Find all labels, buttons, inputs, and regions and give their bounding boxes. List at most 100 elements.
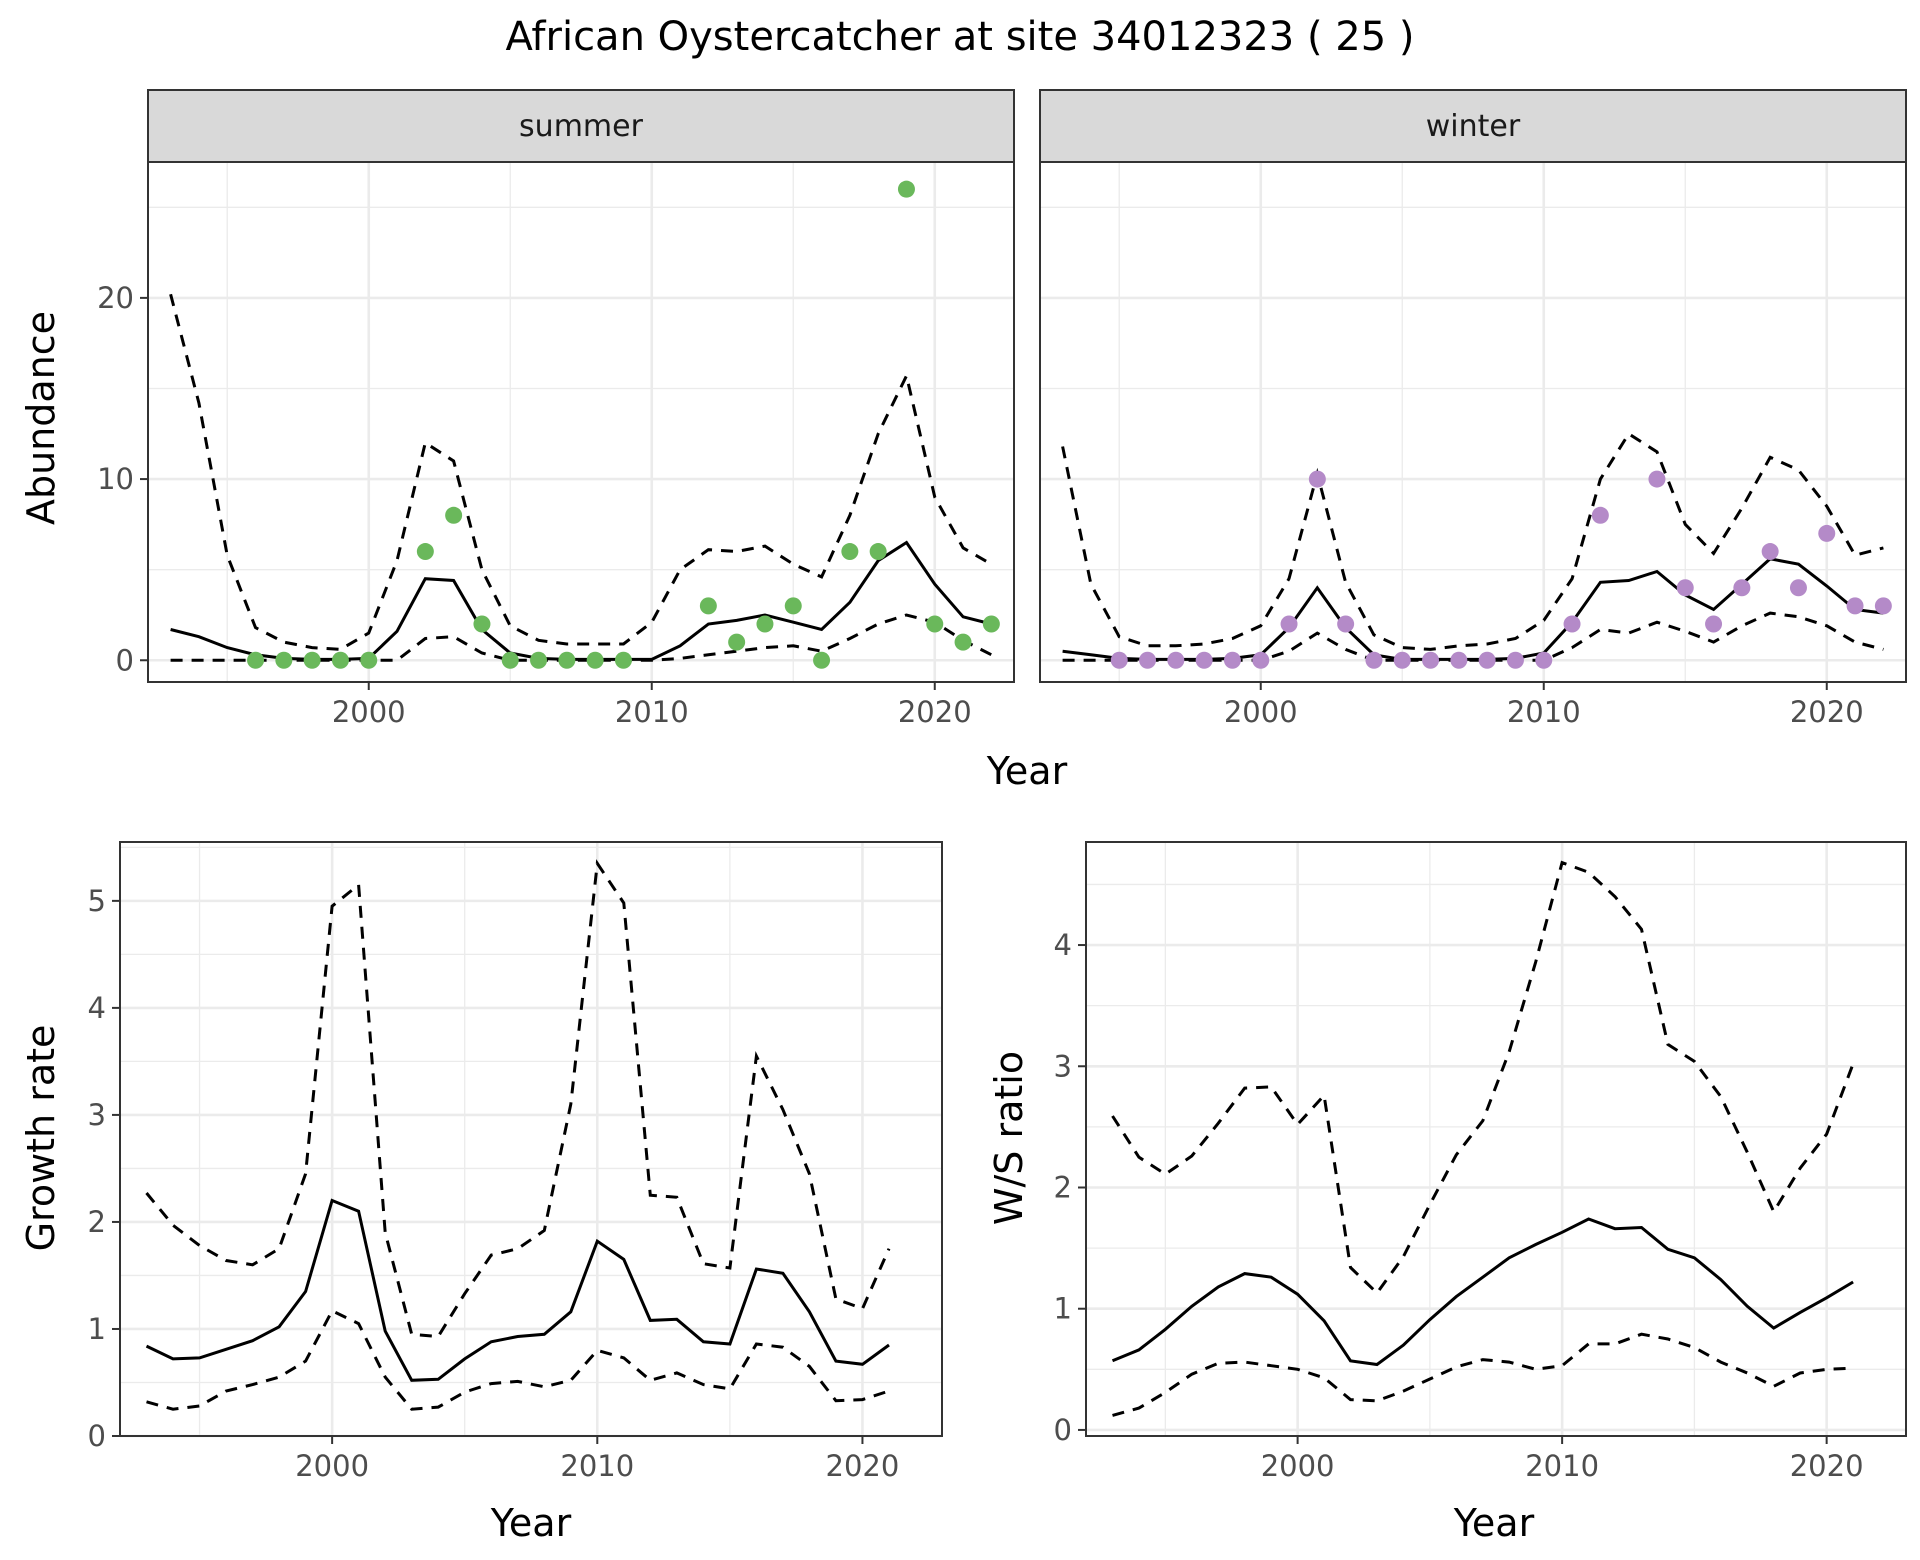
growth-upper-bound-line <box>145 859 891 1339</box>
summer-point <box>841 543 859 561</box>
growth-x-tick-label: 2020 <box>826 1449 900 1483</box>
growth-y-tick-label: 4 <box>88 991 106 1025</box>
summer-upper-bound-line <box>169 293 993 651</box>
summer-strip-label: summer <box>519 109 644 144</box>
winter-point <box>1280 615 1298 633</box>
summer-point <box>869 543 887 561</box>
ws-ratio-y-tick-label: 1 <box>1054 1292 1072 1326</box>
summer-point <box>501 651 519 669</box>
ws-ratio-x-tick-label: 2010 <box>1525 1449 1599 1483</box>
winter-point <box>1705 615 1723 633</box>
ws-ratio-x-tick-label: 2000 <box>1261 1449 1335 1483</box>
summer-point <box>275 651 293 669</box>
abundance-x-axis-label: Year <box>986 749 1068 793</box>
ws-ratio-x-tick-label: 2020 <box>1790 1449 1864 1483</box>
growth-x-tick-label: 2010 <box>560 1449 634 1483</box>
ws-ratio-panel: 0 1 2 3 4 2000 2010 2020 W/S ratio Year <box>987 841 1907 1545</box>
summer-point <box>303 651 321 669</box>
winter-point <box>1676 579 1694 597</box>
ws-ratio-upper-bound-line <box>1111 860 1855 1296</box>
winter-point <box>1195 651 1213 669</box>
ws-ratio-y-tick-label: 2 <box>1054 1170 1072 1204</box>
summer-x-tick-label: 2020 <box>898 695 972 729</box>
figure-title: African Oystercatcher at site 34012323 (… <box>505 14 1414 60</box>
winter-point <box>1308 470 1326 488</box>
growth-x-axis-label: Year <box>490 1501 572 1545</box>
winter-point <box>1365 651 1383 669</box>
winter-strip-label: winter <box>1426 109 1521 144</box>
growth-y-tick-label: 0 <box>88 1419 106 1453</box>
growth-mean-line <box>145 1198 890 1382</box>
ws-ratio-x-axis-label: Year <box>1453 1501 1535 1545</box>
summer-plot-area: 0 10 20 2000 2010 2020 <box>97 161 1015 729</box>
summer-point <box>586 651 604 669</box>
ws-ratio-y-tick-label: 3 <box>1054 1049 1072 1083</box>
summer-point <box>897 180 915 198</box>
winter-point <box>1393 651 1411 669</box>
growth-y-tick-label: 2 <box>88 1205 106 1239</box>
summer-strip <box>147 89 1015 163</box>
winter-point <box>1223 651 1241 669</box>
summer-y-tick-label: 0 <box>116 643 134 677</box>
ws-ratio-y-axis-label: W/S ratio <box>987 1051 1031 1225</box>
summer-point <box>530 651 548 669</box>
summer-point <box>784 597 802 615</box>
winter-point <box>1874 597 1892 615</box>
ws-ratio-plot-area: 0 1 2 3 4 2000 2010 2020 <box>1054 841 1907 1483</box>
growth-y-tick-label: 1 <box>88 1312 106 1346</box>
growth-panel: 0 1 2 3 4 5 2000 2010 2020 Growth rate Year <box>19 841 943 1545</box>
winter-x-tick-label: 2020 <box>1790 695 1864 729</box>
winter-point <box>1450 651 1468 669</box>
summer-point <box>558 651 576 669</box>
winter-point <box>1478 651 1496 669</box>
summer-x-tick-label: 2010 <box>615 695 689 729</box>
ws-ratio-lower-bound-line <box>1112 1332 1854 1417</box>
summer-point <box>416 543 434 561</box>
summer-y-tick-label: 10 <box>97 462 134 496</box>
winter-point <box>1789 579 1807 597</box>
ws-ratio-y-tick-label: 4 <box>1054 928 1072 962</box>
winter-point <box>1591 506 1609 524</box>
winter-point <box>1733 579 1751 597</box>
summer-facet: summer 0 10 20 2000 2010 2020 <box>97 89 1015 729</box>
summer-point <box>614 651 632 669</box>
winter-point <box>1139 651 1157 669</box>
abundance-y-axis-label: Abundance <box>19 311 63 525</box>
winter-x-tick-label: 2010 <box>1507 695 1581 729</box>
summer-point <box>473 615 491 633</box>
growth-y-tick-label: 5 <box>88 884 106 918</box>
ws-ratio-y-tick-label: 0 <box>1054 1413 1072 1447</box>
summer-panel-border <box>147 161 1015 683</box>
winter-point <box>1422 651 1440 669</box>
summer-point <box>360 651 378 669</box>
growth-panel-border <box>119 841 943 1437</box>
summer-point <box>445 506 463 524</box>
summer-point <box>982 615 1000 633</box>
winter-point <box>1506 651 1524 669</box>
growth-plot-area: 0 1 2 3 4 5 2000 2010 2020 <box>88 841 943 1483</box>
growth-lower-bound-line <box>146 1308 890 1411</box>
growth-y-axis-label: Growth rate <box>19 1025 63 1252</box>
summer-point <box>926 615 944 633</box>
winter-point <box>1563 615 1581 633</box>
summer-point <box>247 651 265 669</box>
winter-point <box>1337 615 1355 633</box>
ws-ratio-mean-line <box>1111 1217 1854 1367</box>
growth-y-tick-label: 3 <box>88 1098 106 1132</box>
winter-point <box>1252 651 1270 669</box>
summer-point <box>954 633 972 651</box>
abundance-panel: summer 0 10 20 2000 2010 2020 winter 2000 2010… <box>19 89 1907 793</box>
winter-point <box>1535 651 1553 669</box>
summer-point <box>699 597 717 615</box>
summer-x-tick-label: 2000 <box>332 695 406 729</box>
winter-strip <box>1039 89 1907 163</box>
winter-x-tick-label: 2000 <box>1224 695 1298 729</box>
winter-panel-border <box>1039 161 1907 683</box>
summer-point <box>728 633 746 651</box>
growth-x-tick-label: 2000 <box>295 1449 369 1483</box>
winter-point <box>1761 543 1779 561</box>
summer-point <box>813 651 831 669</box>
summer-point <box>756 615 774 633</box>
